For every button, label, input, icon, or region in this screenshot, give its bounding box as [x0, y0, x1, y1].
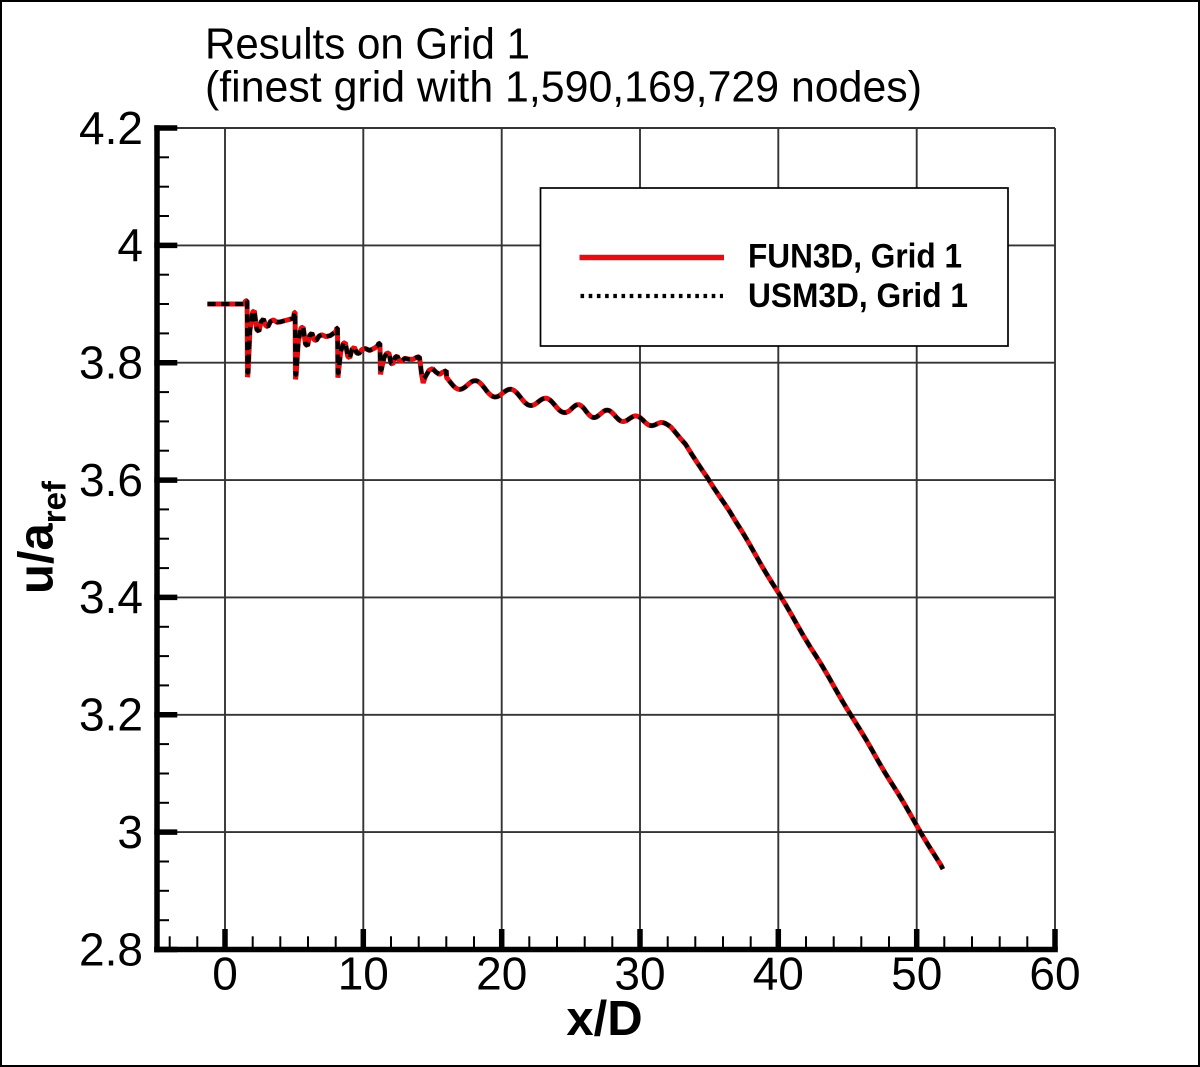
svg-text:30: 30 [614, 948, 665, 1000]
svg-text:0: 0 [212, 948, 238, 1000]
svg-text:60: 60 [1029, 948, 1080, 1000]
svg-text:20: 20 [476, 948, 527, 1000]
svg-text:4.2: 4.2 [79, 102, 143, 154]
svg-text:2.8: 2.8 [79, 923, 143, 975]
svg-text:Results on Grid 1: Results on Grid 1 [205, 21, 530, 69]
svg-text:3.8: 3.8 [79, 337, 143, 389]
svg-text:4: 4 [117, 219, 143, 271]
svg-text:x/D: x/D [566, 992, 642, 1046]
svg-text:FUN3D, Grid 1: FUN3D, Grid 1 [748, 238, 962, 276]
svg-text:50: 50 [891, 948, 942, 1000]
svg-text:3.6: 3.6 [79, 454, 143, 506]
svg-text:3: 3 [117, 806, 143, 858]
svg-text:10: 10 [338, 948, 389, 1000]
svg-text:3.4: 3.4 [79, 571, 143, 623]
svg-text:3.2: 3.2 [79, 689, 143, 741]
svg-text:40: 40 [753, 948, 804, 1000]
svg-text:(finest grid with 1,590,169,72: (finest grid with 1,590,169,729 nodes) [205, 64, 922, 112]
svg-text:u/aref: u/aref [10, 480, 73, 594]
svg-text:USM3D, Grid 1: USM3D, Grid 1 [748, 277, 968, 315]
